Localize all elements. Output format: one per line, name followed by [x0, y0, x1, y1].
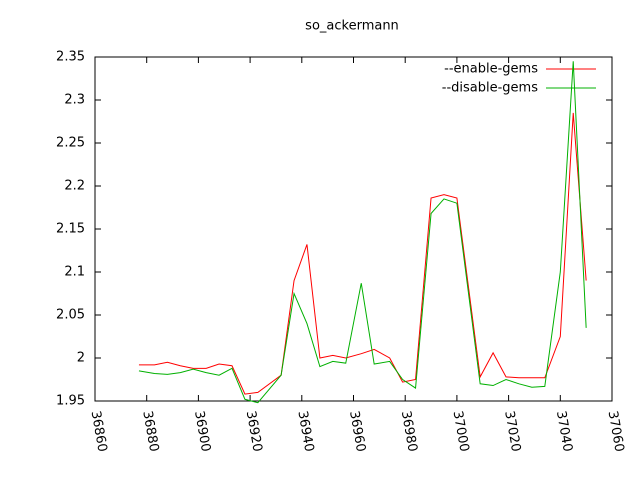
- y-tick-label: 2.3: [64, 93, 85, 108]
- y-tick-label: 2.05: [56, 308, 85, 323]
- y-tick-label: 2.15: [56, 222, 85, 237]
- y-tick-label: 2.25: [56, 136, 85, 151]
- x-tick-label: 36860: [88, 410, 110, 453]
- legend-label: --enable-gems: [444, 62, 538, 77]
- series-line: [138, 61, 587, 404]
- y-tick-label: 2.1: [64, 265, 85, 280]
- y-tick-label: 2.2: [64, 179, 85, 194]
- x-tick-label: 36920: [243, 410, 265, 453]
- chart-title: so_ackermann: [305, 19, 399, 34]
- y-tick-label: 2: [77, 351, 85, 366]
- legend-label: --disable-gems: [442, 81, 538, 96]
- x-tick-label: 37020: [501, 410, 523, 453]
- x-tick-label: 37060: [605, 410, 627, 453]
- y-tick-label: 2.35: [56, 50, 85, 65]
- x-tick-label: 37000: [450, 410, 472, 453]
- x-tick-label: 36880: [139, 410, 161, 453]
- x-tick-label: 36960: [346, 410, 368, 453]
- x-tick-label: 37040: [553, 410, 575, 453]
- x-tick-label: 36940: [294, 410, 316, 453]
- series-line: [138, 112, 587, 395]
- x-tick-label: 36980: [398, 410, 420, 453]
- x-tick-label: 36900: [191, 410, 213, 453]
- y-tick-label: 1.95: [56, 394, 85, 409]
